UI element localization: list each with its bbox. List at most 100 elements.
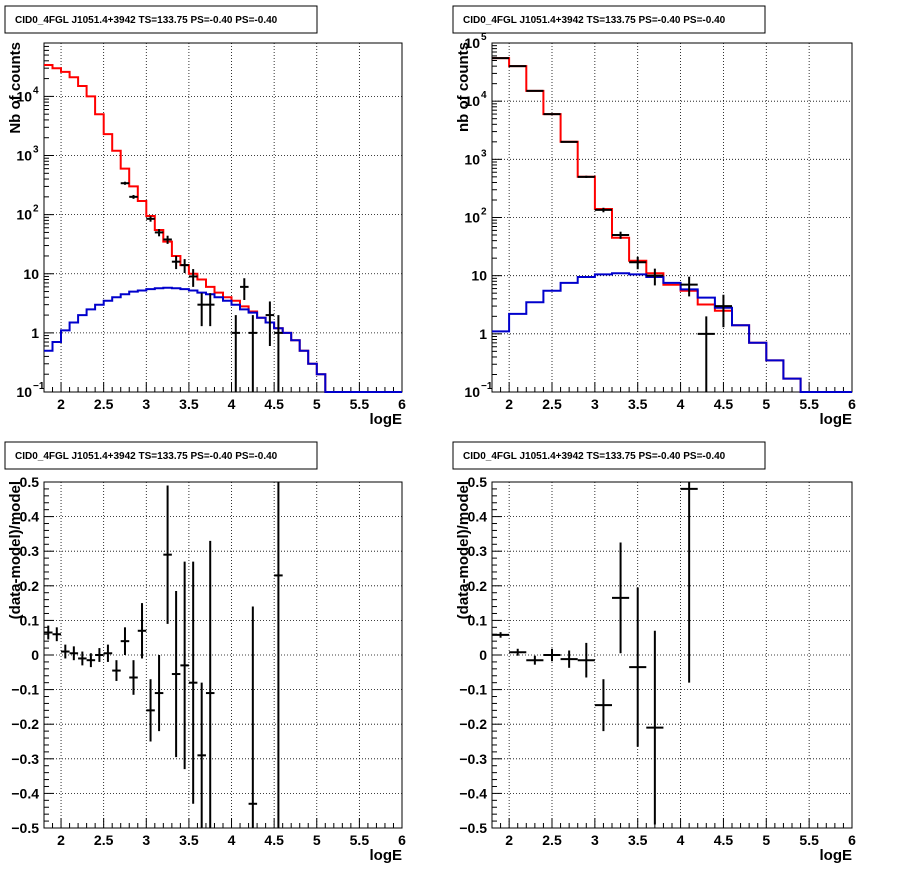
y-tick-label: 0 bbox=[479, 647, 487, 663]
x-axis-title: logE bbox=[820, 411, 853, 428]
y-tick-exponent: 5 bbox=[481, 32, 487, 43]
y-tick-label: 0.3 bbox=[468, 543, 488, 559]
x-tick-label: 2 bbox=[57, 396, 65, 412]
chart-title: CID0_4FGL J1051.4+3942 TS=133.75 PS=-0.4… bbox=[463, 15, 726, 26]
x-tick-label: 6 bbox=[398, 396, 406, 412]
data-point bbox=[274, 482, 283, 828]
data-point bbox=[180, 561, 189, 770]
y-tick-label: −0.2 bbox=[459, 716, 487, 732]
data-point bbox=[44, 625, 53, 640]
y-tick-exponent: 3 bbox=[481, 148, 487, 159]
y-tick-label: 0.1 bbox=[20, 612, 40, 628]
x-tick-label: 2.5 bbox=[542, 832, 562, 848]
chart-title: CID0_4FGL J1051.4+3942 TS=133.75 PS=-0.4… bbox=[15, 451, 278, 462]
y-tick-label: 0.3 bbox=[20, 543, 40, 559]
x-tick-label: 3.5 bbox=[628, 396, 648, 412]
data-point bbox=[188, 561, 198, 804]
x-tick-label: 6 bbox=[848, 396, 856, 412]
y-tick-exponent: −1 bbox=[481, 381, 493, 392]
data-point bbox=[697, 316, 715, 392]
y-axis-title: (data-model)/model bbox=[455, 481, 472, 619]
data-point bbox=[577, 642, 595, 678]
source-model-histogram bbox=[492, 272, 852, 393]
y-axis-title: nb of counts bbox=[455, 42, 472, 132]
y-tick-label: 0.5 bbox=[468, 474, 488, 490]
y-tick-label: 1 bbox=[31, 325, 39, 341]
data-point bbox=[197, 293, 206, 327]
chart-title-frame bbox=[452, 441, 766, 470]
chart-title-box: CID0_4FGL J1051.4+3942 TS=133.75 PS=-0.4… bbox=[452, 441, 766, 470]
data-point bbox=[265, 301, 275, 346]
x-axis-title: logE bbox=[370, 411, 403, 428]
data-point bbox=[146, 216, 155, 222]
y-axis-title: Nb of counts bbox=[7, 42, 24, 134]
x-tick-label: 2.5 bbox=[94, 832, 114, 848]
data-point bbox=[240, 278, 249, 300]
y-tick-exponent: −1 bbox=[33, 381, 45, 392]
grid bbox=[44, 482, 402, 828]
y-tick-exponent: 3 bbox=[33, 145, 39, 156]
data-point bbox=[61, 644, 70, 659]
data-point bbox=[78, 651, 87, 666]
x-tick-label: 4 bbox=[228, 832, 236, 848]
y-tick-label: 10 bbox=[16, 148, 32, 164]
y-tick-label: 10 bbox=[464, 93, 480, 109]
y-ticks bbox=[492, 481, 502, 829]
data-point bbox=[163, 235, 172, 244]
chart-title: CID0_4FGL J1051.4+3942 TS=133.75 PS=-0.4… bbox=[15, 15, 278, 26]
data-point bbox=[560, 140, 578, 143]
y-tick-label: −0.3 bbox=[459, 751, 487, 767]
y-tick-label: 0 bbox=[31, 647, 39, 663]
y-tick-label: 0.5 bbox=[20, 474, 40, 490]
residuals-panel-coarse-bins: CID0_4FGL J1051.4+3942 TS=133.75 PS=-0.4… bbox=[452, 441, 856, 864]
x-ticks bbox=[491, 818, 853, 828]
data-point bbox=[594, 207, 612, 213]
data-point bbox=[86, 653, 96, 668]
x-tick-label: 5 bbox=[313, 396, 321, 412]
data-point bbox=[129, 660, 138, 695]
y-tick-label: 10 bbox=[464, 35, 480, 51]
x-tick-label: 3.5 bbox=[179, 832, 199, 848]
data-point bbox=[69, 646, 79, 661]
chart-title-frame bbox=[4, 441, 318, 470]
x-ticks bbox=[43, 818, 403, 828]
y-ticks bbox=[44, 42, 54, 393]
y-tick-label: 10 bbox=[471, 268, 487, 284]
data-point bbox=[646, 630, 664, 825]
data-point bbox=[612, 231, 630, 239]
grid bbox=[44, 43, 402, 392]
data-point bbox=[205, 293, 215, 327]
y-tick-label: 10 bbox=[464, 210, 480, 226]
y-tick-label: 10 bbox=[16, 207, 32, 223]
data-point bbox=[52, 627, 62, 642]
y-tick-label: 0.2 bbox=[468, 578, 488, 594]
x-axis-title: logE bbox=[820, 847, 853, 864]
data-point bbox=[248, 606, 258, 828]
x-tick-label: 2.5 bbox=[542, 396, 562, 412]
x-tick-label: 4.5 bbox=[714, 396, 734, 412]
data-point bbox=[526, 655, 544, 665]
data-point bbox=[129, 194, 138, 199]
data-point bbox=[154, 229, 164, 237]
data-point bbox=[274, 315, 283, 392]
y-tick-label: −0.1 bbox=[11, 682, 39, 698]
x-tick-label: 4 bbox=[677, 832, 685, 848]
y-tick-label: 0.4 bbox=[468, 509, 488, 525]
chart-title: CID0_4FGL J1051.4+3942 TS=133.75 PS=-0.4… bbox=[463, 451, 726, 462]
data-point bbox=[231, 315, 241, 392]
data-point bbox=[171, 590, 181, 758]
x-tick-label: 6 bbox=[398, 832, 406, 848]
y-tick-label: −0.3 bbox=[11, 751, 39, 767]
y-tick-exponent: 2 bbox=[481, 207, 487, 218]
x-tick-label: 2 bbox=[505, 396, 513, 412]
y-tick-label: −0.4 bbox=[11, 785, 39, 801]
x-tick-label: 2 bbox=[57, 832, 65, 848]
x-tick-label: 5 bbox=[762, 832, 770, 848]
y-tick-exponent: 4 bbox=[481, 90, 487, 101]
y-ticks bbox=[492, 42, 502, 393]
data-point bbox=[103, 644, 113, 662]
x-tick-label: 2 bbox=[505, 832, 513, 848]
data-point bbox=[509, 648, 527, 656]
data-point bbox=[120, 181, 130, 185]
